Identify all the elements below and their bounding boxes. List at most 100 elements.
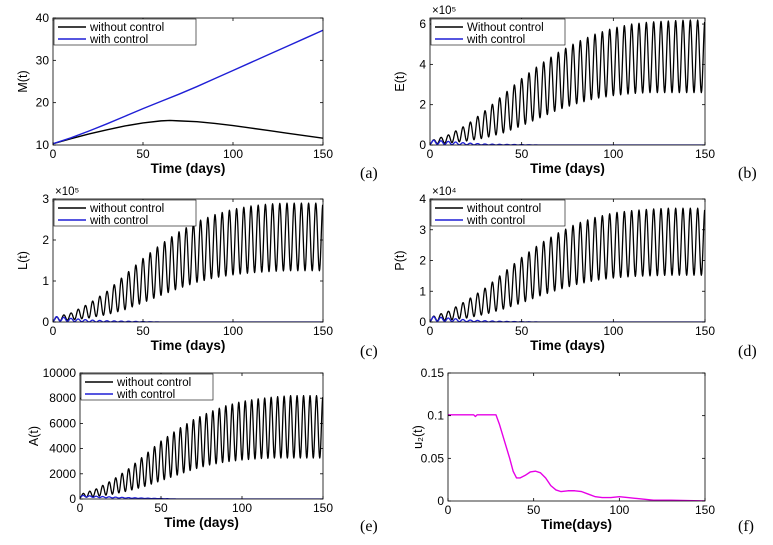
x-axis-label: Time (days)	[151, 338, 226, 353]
y-tick-label: 6	[419, 17, 426, 31]
panel-label: (c)	[360, 343, 378, 360]
y-axis-label: A(t)	[27, 426, 41, 446]
x-tick-label: 150	[695, 324, 715, 338]
panel-b: 0 50 100 150 0 2 4 6 ×10⁵ Time (days) E(t) (b) Witho…	[393, 5, 757, 182]
y-tick-label: 4	[419, 192, 426, 206]
legend-box	[53, 18, 197, 46]
x-tick-label: 0	[50, 147, 57, 161]
x-tick-label: 150	[313, 147, 333, 161]
y-axis-label: u₂(t)	[411, 425, 425, 449]
y-tick-label: 0	[42, 315, 49, 329]
panel-label: (d)	[738, 343, 757, 360]
series-group	[53, 202, 323, 322]
axes-box	[79, 372, 324, 500]
y-axis-label: P(t)	[393, 250, 407, 270]
x-axis-label: Time (days)	[530, 161, 605, 176]
axis-multiplier: ×10⁵	[432, 5, 457, 17]
x-tick-label: 50	[154, 501, 168, 515]
y-tick-label: 0	[69, 492, 76, 506]
x-tick-label: 0	[427, 147, 434, 161]
legend-box	[430, 18, 566, 46]
y-tick-label: 3	[419, 223, 426, 237]
x-tick-label: 50	[515, 147, 529, 161]
x-tick-label: 100	[603, 147, 623, 161]
legend-box	[80, 373, 214, 401]
x-axis-label: Time (days)	[164, 515, 239, 530]
legend-entry: with control	[116, 389, 175, 401]
legend-entry: with control	[466, 34, 525, 46]
series-line-with-control	[53, 315, 323, 322]
y-tick-label: 2	[42, 233, 49, 247]
y-tick-label: 2	[419, 254, 426, 268]
legend-box	[53, 199, 197, 227]
x-tick-label: 100	[609, 503, 629, 517]
y-tick-label: 4	[419, 57, 426, 71]
panel-a: 0 50 100 150 10 20 30 40 Time (days) M(t) (a) witho…	[16, 11, 378, 182]
x-axis-label: Time(days)	[541, 517, 612, 532]
y-tick-label: 6000	[49, 416, 76, 430]
series-group	[448, 414, 705, 501]
x-tick-label: 50	[515, 324, 529, 338]
y-tick-label: 0	[419, 138, 426, 152]
legend-entry: with control	[466, 215, 525, 227]
x-tick-label: 100	[223, 324, 243, 338]
y-tick-label: 2	[419, 98, 426, 112]
panel-label: (e)	[360, 518, 378, 535]
legend-entry: without control	[89, 203, 164, 215]
panel-c: 0 50 100 150 0 1 2 3 ×10⁵ Time (days) L(t) (c) witho…	[16, 186, 378, 360]
x-tick-label: 150	[313, 501, 333, 515]
x-tick-label: 50	[136, 147, 150, 161]
y-tick-label: 20	[36, 96, 50, 110]
x-tick-label: 100	[223, 147, 243, 161]
y-tick-label: 0	[437, 494, 444, 508]
panel-label: (a)	[360, 165, 378, 182]
x-tick-label: 100	[603, 324, 623, 338]
legend-entry: with control	[89, 34, 148, 46]
y-tick-label: 0.1	[427, 409, 444, 423]
y-axis-label: E(t)	[393, 71, 407, 91]
legend-entry: without control	[89, 22, 164, 34]
y-tick-label: 1	[419, 284, 426, 298]
x-tick-label: 0	[445, 503, 452, 517]
y-tick-label: 4000	[49, 442, 76, 456]
series-line-u2	[448, 414, 705, 501]
x-tick-label: 150	[695, 503, 715, 517]
axis-multiplier: ×10⁴	[432, 186, 457, 198]
legend-entry: without control	[466, 203, 541, 215]
axes-box	[447, 372, 706, 502]
y-axis-label: M(t)	[16, 70, 30, 92]
y-tick-label: 8000	[49, 391, 76, 405]
panel-label: (f)	[738, 518, 754, 535]
y-tick-label: 0.15	[421, 366, 445, 380]
x-tick-label: 50	[527, 503, 541, 517]
panel-f: 0 50 100 150 0 0.05 0.1 0.15 Time(days) u₂(t) (f)	[411, 366, 754, 535]
y-axis-label: L(t)	[16, 251, 30, 270]
panel-e: 0 50 100 150 0 2000 4000 6000 8000 10000 Time (day…	[27, 366, 378, 535]
y-tick-label: 10	[36, 138, 50, 152]
x-tick-label: 100	[232, 501, 252, 515]
axes-box	[52, 17, 324, 146]
legend-entry: with control	[89, 215, 148, 227]
series-line-with-control	[430, 139, 705, 145]
legend-box	[430, 199, 566, 227]
panel-d: 0 50 100 150 0 1 2 3 4 ×10⁴ Time (days) P(t) (d) with…	[393, 186, 757, 360]
series-line-with-control	[80, 494, 323, 499]
x-axis-label: Time (days)	[530, 338, 605, 353]
series-line-without-control	[53, 119, 323, 145]
axes-box	[429, 17, 706, 146]
axes-box	[52, 198, 324, 323]
series-group	[430, 207, 705, 322]
series-group	[430, 19, 705, 145]
x-tick-label: 150	[313, 324, 333, 338]
y-tick-label: 0.05	[421, 451, 445, 465]
series-line-with-control	[53, 29, 323, 145]
x-tick-label: 0	[427, 324, 434, 338]
series-line-without-control	[430, 19, 705, 145]
y-tick-label: 40	[36, 11, 50, 25]
y-tick-label: 0	[419, 315, 426, 329]
series-group	[80, 395, 323, 499]
